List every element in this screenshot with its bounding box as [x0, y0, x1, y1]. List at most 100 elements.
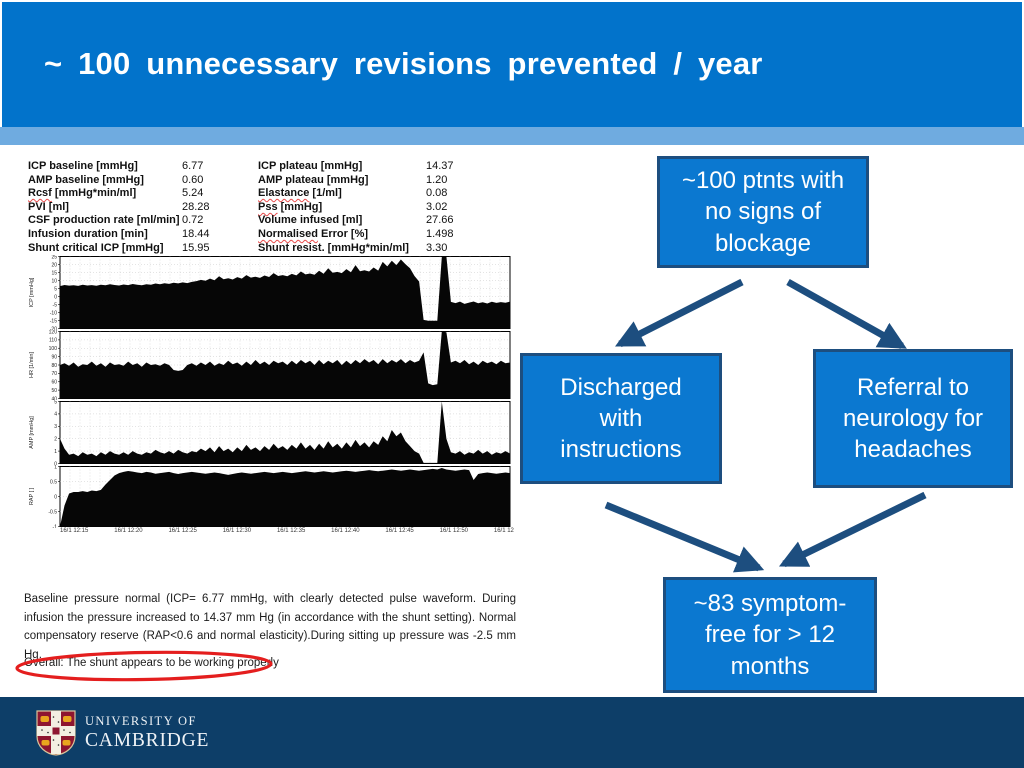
param-label: CSF production rate [ml/min] — [28, 214, 180, 227]
svg-text:ICP [mmHg]: ICP [mmHg] — [29, 277, 35, 307]
param-value: 27.66 — [426, 214, 454, 227]
svg-text:10: 10 — [51, 278, 57, 284]
param-table: ICP baseline [mmHg] 6.77 ICP plateau [mmHg… — [28, 160, 506, 255]
param-value: 28.28 — [182, 200, 210, 213]
svg-text:0: 0 — [54, 294, 57, 300]
svg-text:1: 1 — [54, 449, 57, 455]
flow-box-discharged: Discharged with instructions — [520, 353, 722, 484]
svg-text:-1: -1 — [53, 524, 58, 528]
x-tick-label: 16/1 12 — [493, 528, 514, 534]
report-charts: 25 20 15 10 5 0 -5 -10 -15 -20 ICP [mmHg] 120 110 100… — [24, 255, 514, 528]
svg-text:5: 5 — [54, 400, 57, 405]
report-overall-line: Overall: The shunt appears to be working… — [24, 657, 279, 669]
x-tick-label: 16/1 12:25 — [168, 528, 197, 534]
svg-text:110: 110 — [49, 338, 57, 344]
param-label: Shunt critical ICP [mmHg] — [28, 241, 164, 254]
svg-text:50: 50 — [51, 388, 57, 394]
flow-box-discharged-label: Discharged with instructions — [560, 373, 682, 464]
x-tick-label: 16/1 12:35 — [276, 528, 306, 534]
svg-text:-5: -5 — [53, 302, 58, 308]
svg-text:-10: -10 — [50, 310, 57, 316]
param-label: PVI [ml] — [28, 200, 69, 213]
param-label: Pss [mmHg] — [258, 200, 323, 213]
arrow-top-to-right — [786, 278, 907, 350]
svg-text:0: 0 — [54, 494, 57, 500]
svg-text:80: 80 — [51, 363, 57, 369]
param-label: Elastance [1/ml] — [258, 187, 342, 200]
svg-text:-20: -20 — [50, 326, 57, 330]
report-summary: Baseline pressure normal (ICP= 6.77 mmHg… — [24, 593, 516, 661]
svg-text:-15: -15 — [50, 318, 57, 324]
svg-text:15: 15 — [51, 270, 57, 276]
svg-text:3: 3 — [54, 424, 57, 430]
x-tick-label: 16/1 12:40 — [331, 528, 360, 534]
logo-line2: CAMBRIDGE — [85, 729, 210, 751]
x-tick-label: 16/1 12:45 — [385, 528, 414, 534]
chart-x-axis: 16/1 12:15 16/1 12:20 16/1 12:25 16/1 12:30… — [60, 528, 514, 534]
svg-text:90: 90 — [51, 354, 57, 360]
x-tick-label: 16/1 12:30 — [222, 528, 252, 534]
title-bar: ~ 100 unnecessary revisions prevented / … — [2, 2, 1022, 127]
arrow-left-to-bottom — [604, 501, 765, 573]
header-accent-stripe — [0, 127, 1024, 145]
arrow-right-to-bottom — [778, 491, 927, 568]
param-value: 0.72 — [182, 214, 204, 227]
param-value: 15.95 — [182, 241, 210, 254]
param-value: 18.44 — [182, 227, 210, 240]
arrow-top-to-left — [615, 278, 744, 348]
param-label: Normalised Error [%] — [258, 227, 369, 240]
param-value: 1.20 — [426, 173, 448, 186]
param-label: Volume infused [ml] — [258, 214, 363, 227]
param-value: 6.77 — [182, 160, 204, 172]
param-value: 5.24 — [182, 187, 204, 200]
param-value: 3.02 — [426, 200, 448, 213]
param-label: ICP baseline [mmHg] — [28, 160, 138, 172]
param-label: Rcsf [mmHg*min/ml] — [28, 187, 137, 200]
flow-box-patients: ~100 ptnts with no signs of blockage — [657, 156, 869, 268]
x-tick-label: 16/1 12:50 — [439, 528, 468, 534]
svg-text:HR [1/min]: HR [1/min] — [29, 352, 35, 378]
svg-text:-0.5: -0.5 — [48, 509, 57, 515]
param-label: Shunt resist. [mmHg*min/ml] — [258, 241, 409, 254]
svg-text:40: 40 — [51, 396, 57, 400]
param-value: 14.37 — [426, 160, 454, 172]
param-value: 0.08 — [426, 187, 448, 200]
cambridge-logo: UNIVERSITY OF CAMBRIDGE — [36, 709, 209, 756]
param-value: 0.60 — [182, 173, 204, 186]
param-value: 1.498 — [426, 227, 454, 240]
cambridge-logo-text: UNIVERSITY OF CAMBRIDGE — [85, 714, 209, 752]
footer-bar: UNIVERSITY OF CAMBRIDGE — [0, 697, 1024, 768]
svg-text:1: 1 — [54, 465, 57, 470]
svg-text:25: 25 — [51, 255, 57, 260]
param-label: AMP baseline [mmHg] — [28, 173, 144, 186]
svg-text:2: 2 — [54, 437, 57, 443]
svg-text:100: 100 — [49, 346, 58, 352]
flow-box-patients-label: ~100 ptnts with no signs of blockage — [681, 167, 845, 257]
logo-line1: UNIVERSITY OF — [85, 713, 197, 728]
svg-text:0.5: 0.5 — [50, 479, 57, 485]
svg-text:RAP [ ]: RAP [ ] — [29, 487, 35, 505]
svg-text:5: 5 — [54, 286, 57, 292]
slide-title: ~ 100 unnecessary revisions prevented / … — [44, 46, 763, 81]
svg-text:4: 4 — [54, 412, 57, 418]
red-circle-annotation — [15, 650, 273, 682]
svg-text:120: 120 — [49, 330, 58, 335]
param-label: Infusion duration [min] — [28, 227, 148, 240]
flow-box-referral-label: Referral to neurology for headaches — [842, 373, 984, 464]
flow-arrows — [604, 278, 927, 573]
cambridge-shield-icon — [36, 709, 76, 756]
flow-box-referral: Referral to neurology for headaches — [813, 349, 1013, 488]
x-tick-label: 16/1 12:15 — [60, 528, 89, 534]
x-tick-label: 16/1 12:20 — [114, 528, 143, 534]
param-value: 3.30 — [426, 241, 448, 254]
flow-box-symptom-free: ~83 symptom-free for > 12 months — [663, 577, 877, 693]
param-label: ICP plateau [mmHg] — [258, 160, 363, 172]
svg-text:60: 60 — [51, 380, 57, 386]
svg-text:0: 0 — [54, 461, 57, 465]
svg-text:20: 20 — [51, 262, 57, 268]
svg-text:AMP [mmHg]: AMP [mmHg] — [29, 416, 35, 449]
flow-box-symptom-free-label: ~83 symptom-free for > 12 months — [693, 590, 847, 680]
svg-text:70: 70 — [51, 371, 57, 377]
